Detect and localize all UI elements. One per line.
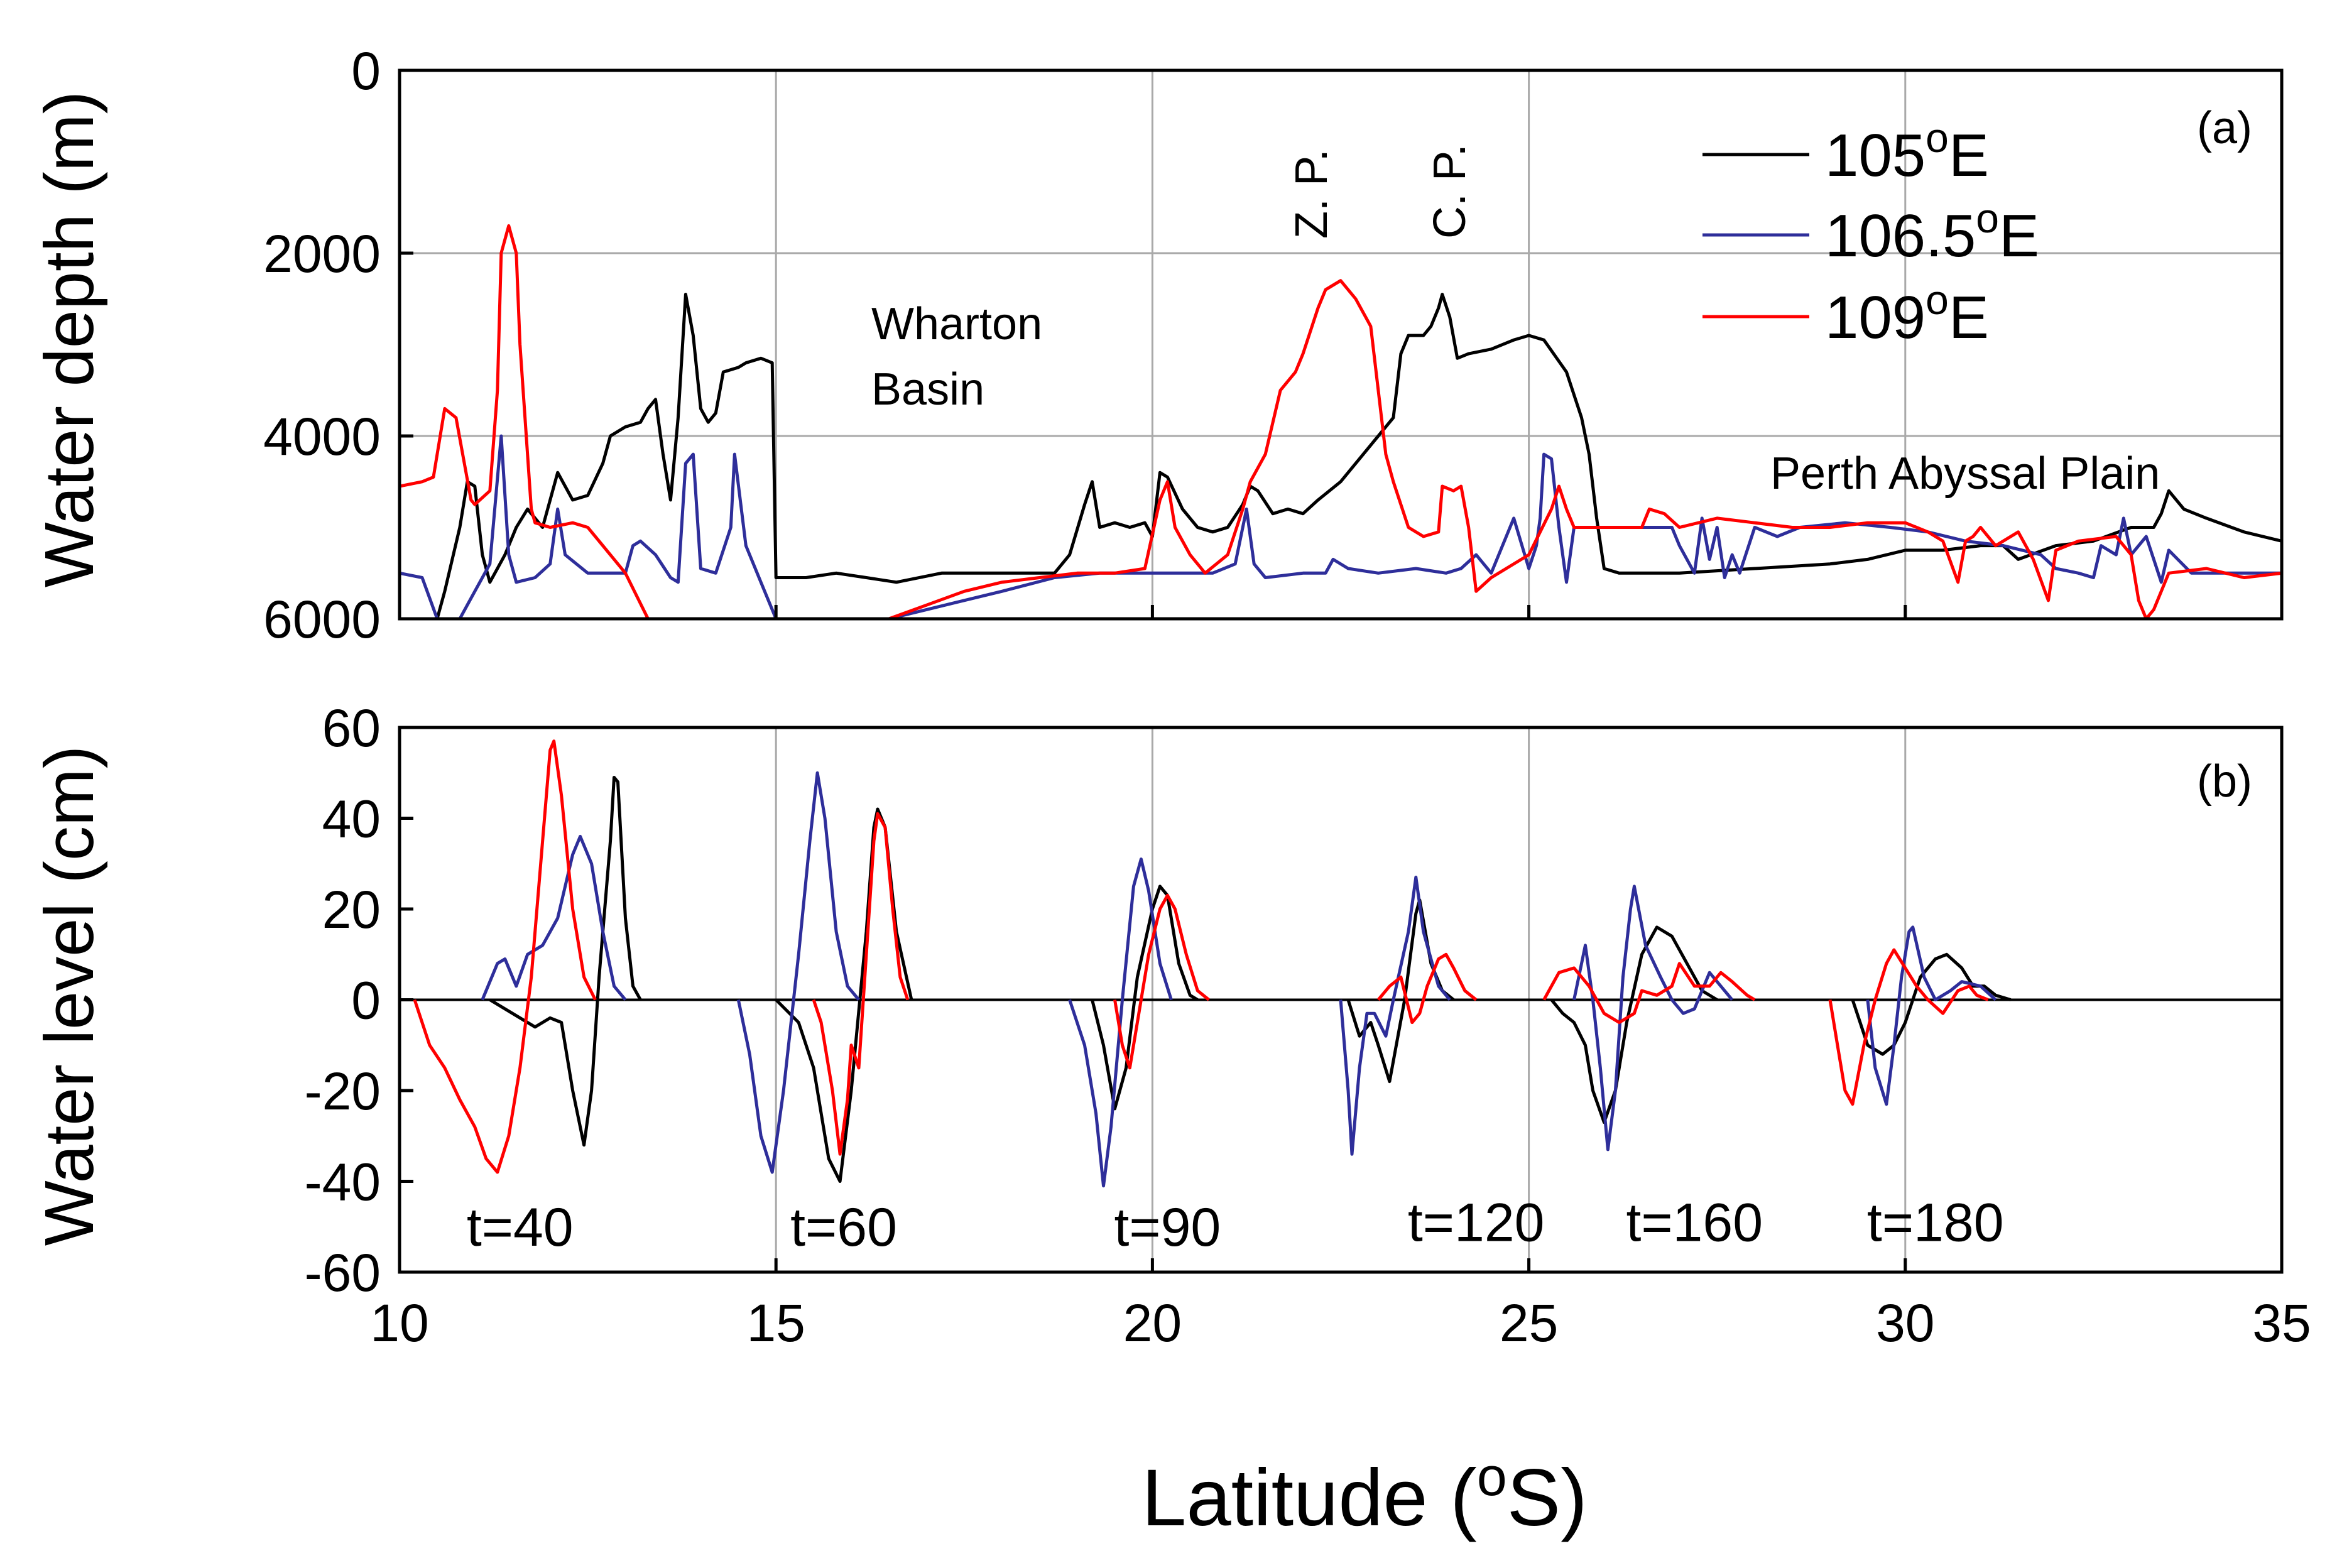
panel-b-series-109oe-segment-3 bbox=[1113, 893, 1210, 1070]
panel-b-tag: (b) bbox=[2197, 756, 2252, 807]
panel-b-ytick-label--20: -20 bbox=[305, 1062, 381, 1121]
panel-b-ytick-label-60: 60 bbox=[322, 699, 381, 758]
panel-b-series-105oe-segment-5 bbox=[1550, 925, 1718, 1124]
legend-109-base: 109 bbox=[1825, 284, 1926, 351]
panel-b-ytick-label-40: 40 bbox=[322, 790, 381, 849]
panel-a-ytick-label-4000: 4000 bbox=[263, 407, 381, 466]
legend-109-tail: E bbox=[1949, 284, 1989, 351]
panel-a-legend: 105oE 106.5oE 109oE bbox=[1702, 114, 2039, 351]
panel-b-time-labels: t=40 t=60 t=90 t=120 t=160 t=180 bbox=[467, 1193, 2004, 1258]
x-axis-title-sup: o bbox=[1477, 1447, 1507, 1507]
legend-label-109: 109oE bbox=[1825, 276, 1989, 351]
legend-106-5-sup: o bbox=[1976, 195, 1999, 241]
panel-b-series-109oe-segment-2 bbox=[812, 812, 910, 1156]
annotation-basin-text: Basin bbox=[871, 364, 984, 415]
time-label-t-180: t=180 bbox=[1867, 1193, 2004, 1253]
annotation-zp: Z. P. bbox=[1287, 149, 1337, 239]
legend-label-106-5: 106.5oE bbox=[1825, 195, 2039, 270]
time-label-t-60: t=60 bbox=[790, 1197, 897, 1258]
panel-b-series-109oe-segment-4 bbox=[1376, 952, 1478, 1025]
x-axis-title: Latitude (oS) bbox=[1141, 1447, 1588, 1543]
panel-b-ytick-label--60: -60 bbox=[305, 1243, 381, 1302]
panel-b-ytick-label-20: 20 bbox=[322, 880, 381, 939]
time-label-t-160: t=160 bbox=[1626, 1193, 1763, 1253]
legend-105-tail: E bbox=[1949, 122, 1989, 189]
legend-label-105: 105oE bbox=[1825, 114, 1989, 189]
panel-a-ylabel: Water depth (m) bbox=[31, 91, 108, 588]
panel-a-ytick-label-6000: 6000 bbox=[263, 590, 381, 649]
legend-106-5-base: 106.5 bbox=[1825, 202, 1976, 270]
panel-a-tag: (a) bbox=[2197, 103, 2252, 153]
panel-a-series bbox=[400, 224, 2282, 619]
panel-b-ytick-label--40: -40 bbox=[305, 1153, 381, 1212]
panel-a-series-106-5oe bbox=[400, 434, 2282, 619]
panel-b-x-ticks: 10 15 20 25 30 35 bbox=[370, 1258, 2311, 1353]
panel-a-series-105oe bbox=[435, 293, 2282, 619]
x-tick-label-20: 20 bbox=[1123, 1293, 1182, 1353]
panel-b-series-109oe-segment-1 bbox=[413, 739, 597, 1174]
panel-b-series-109oe-segment-6 bbox=[1828, 948, 1989, 1106]
time-label-t-90: t=90 bbox=[1114, 1197, 1221, 1258]
x-tick-label-30: 30 bbox=[1876, 1293, 1934, 1353]
panel-b-series-106-5oe-segment-6 bbox=[1866, 925, 1997, 1106]
x-tick-label-15: 15 bbox=[746, 1293, 805, 1353]
panel-a-frame bbox=[398, 68, 2284, 621]
x-tick-label-25: 25 bbox=[1500, 1293, 1558, 1353]
annotation-perth: Perth Abyssal Plain bbox=[1770, 449, 2160, 499]
x-axis-title-post: S) bbox=[1507, 1453, 1588, 1543]
panel-b-series-109oe-segment-5 bbox=[1542, 962, 1756, 1025]
panel-a-y-ticks: 0 2000 4000 6000 bbox=[263, 41, 2284, 649]
x-axis-title-pre: Latitude ( bbox=[1141, 1453, 1477, 1543]
legend-105-sup: o bbox=[1926, 114, 1949, 161]
panel-b-series-105oe-segment-1 bbox=[489, 776, 642, 1147]
panel-a-series-109oe bbox=[400, 224, 2282, 619]
legend-106-5-tail: E bbox=[1999, 202, 2039, 270]
panel-a-ytick-label-0: 0 bbox=[351, 41, 381, 101]
panel-b-ytick-label-0: 0 bbox=[351, 971, 381, 1030]
panel-a-ytick-label-2000: 2000 bbox=[263, 224, 381, 283]
x-tick-label-10: 10 bbox=[370, 1293, 428, 1353]
panel-b-series-106-5oe-segment-2 bbox=[736, 771, 860, 1174]
panel-a-grid bbox=[400, 70, 2282, 619]
annotation-wharton: Wharton bbox=[871, 299, 1042, 349]
panel-b-y-ticks: -60 -40 -20 0 20 40 60 bbox=[305, 699, 413, 1302]
legend-105-base: 105 bbox=[1825, 122, 1926, 189]
annotation-cp: C. P. bbox=[1425, 144, 1475, 239]
time-label-t-120: t=120 bbox=[1408, 1193, 1545, 1253]
panel-b-series-106-5oe-segment-3 bbox=[1068, 858, 1173, 1188]
time-label-t-40: t=40 bbox=[467, 1197, 574, 1258]
legend-109-sup: o bbox=[1926, 276, 1949, 323]
panel-b-ylabel: Water level (cm) bbox=[31, 746, 108, 1246]
panel-b-series-106-5oe-segment-4 bbox=[1339, 875, 1451, 1156]
x-tick-label-35: 35 bbox=[2252, 1293, 2311, 1353]
panel-b-series bbox=[413, 739, 2012, 1188]
panel-b-series-106-5oe-segment-1 bbox=[481, 834, 627, 1001]
